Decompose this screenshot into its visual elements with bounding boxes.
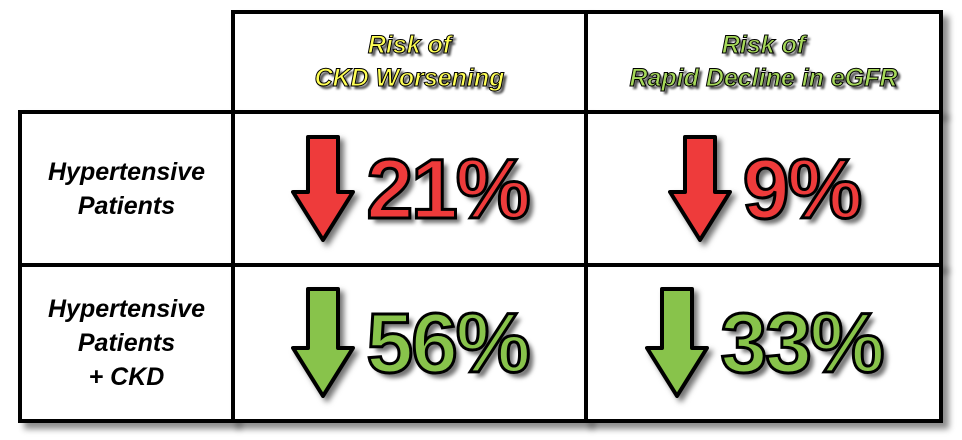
value-r2c2: 33% [719,296,886,390]
value-cell-r1c1: 21% [231,110,588,267]
header-ckd-worsening: Risk of CKD Worsening [314,31,505,93]
row-label-cell-hypertensive: Hypertensive Patients [18,110,235,267]
header-cell-ckd-worsening: Risk of CKD Worsening [231,10,588,114]
value-cell-r2c2: 33% [584,263,943,423]
arrow-down-red-icon [291,134,356,242]
header-cell-rapid-decline: Risk of Rapid Decline in eGFR [584,10,943,114]
value-r1c1: 21% [365,141,532,236]
arrow-down-green-icon [645,287,710,398]
row-label-cell-hypertensive-ckd: Hypertensive Patients + CKD [18,263,235,423]
header-rapid-decline: Risk of Rapid Decline in eGFR [629,31,898,93]
value-r2c1: 56% [365,296,532,390]
value-r1c2: 9% [741,141,863,236]
arrow-down-red-icon [667,134,732,242]
arrow-down-green-icon [291,287,356,398]
row-label-hypertensive-ckd: Hypertensive Patients + CKD [47,295,206,391]
value-cell-r1c2: 9% [584,110,943,267]
row-label-hypertensive: Hypertensive Patients [47,157,206,220]
value-cell-r2c1: 56% [231,263,588,423]
